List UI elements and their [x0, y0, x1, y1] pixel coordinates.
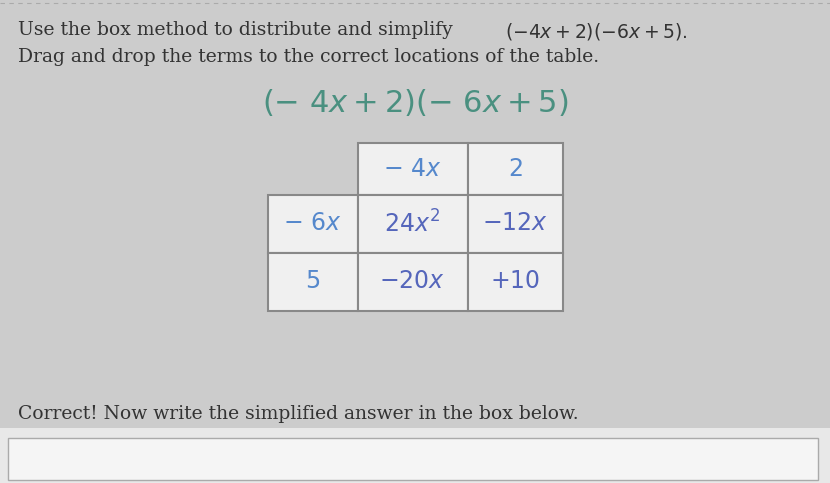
Text: Drag and drop the terms to the correct locations of the table.: Drag and drop the terms to the correct l… [18, 48, 599, 66]
FancyBboxPatch shape [467, 253, 563, 311]
Text: $+10$: $+10$ [490, 270, 540, 294]
Text: Use the box method to distribute and simplify: Use the box method to distribute and sim… [18, 21, 459, 39]
Text: Correct! Now write the simplified answer in the box below.: Correct! Now write the simplified answer… [18, 405, 579, 423]
FancyBboxPatch shape [267, 143, 358, 195]
FancyBboxPatch shape [467, 143, 563, 195]
Text: $(-\ 4x+2)(-\ 6x+5)$: $(-\ 4x+2)(-\ 6x+5)$ [261, 88, 569, 119]
FancyBboxPatch shape [267, 195, 358, 253]
Text: $-12x$: $-12x$ [482, 213, 548, 236]
FancyBboxPatch shape [467, 195, 563, 253]
FancyBboxPatch shape [358, 195, 467, 253]
Text: $(-4x+2)(-6x+5).$: $(-4x+2)(-6x+5).$ [505, 21, 687, 42]
Text: $24x^2$: $24x^2$ [384, 211, 441, 238]
Text: $-\ 6x$: $-\ 6x$ [283, 213, 342, 236]
Bar [8, 438, 818, 480]
Text: $2$: $2$ [508, 157, 522, 181]
Text: $5$: $5$ [305, 270, 320, 294]
Bar [0, 428, 830, 483]
FancyBboxPatch shape [358, 253, 467, 311]
FancyBboxPatch shape [267, 253, 358, 311]
Text: $-20x$: $-20x$ [379, 270, 446, 294]
FancyBboxPatch shape [358, 143, 467, 195]
Text: $-\ 4x$: $-\ 4x$ [383, 157, 442, 181]
